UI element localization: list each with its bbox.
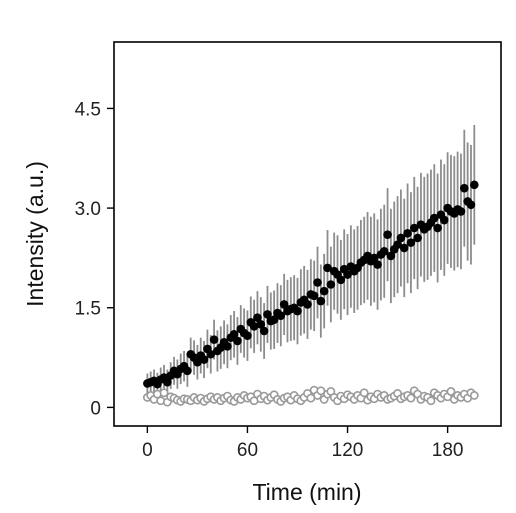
data-point-filled: [460, 183, 469, 193]
data-point-open: [446, 387, 456, 396]
data-point-filled: [470, 180, 479, 190]
data-point-filled: [369, 253, 379, 263]
data-point-open: [159, 388, 169, 398]
data-point-filled: [399, 243, 409, 253]
series-open-markers: [142, 385, 479, 407]
data-point-filled: [259, 326, 269, 336]
data-point-filled: [413, 233, 422, 243]
series-filled-markers: [143, 180, 479, 389]
data-point-filled: [249, 322, 259, 331]
data-point-filled: [193, 357, 202, 367]
x-axis-title: Time (min): [252, 479, 361, 505]
data-point-filled: [233, 336, 242, 346]
data-point-filled: [253, 313, 262, 323]
data-point-filled: [409, 223, 419, 233]
data-point-filled: [256, 320, 266, 329]
data-point-open: [469, 391, 479, 400]
y-axis-title: Intensity (a.u.): [22, 161, 48, 307]
y-tick-label: 4.5: [75, 99, 101, 120]
plot-frame: [113, 41, 502, 427]
y-ticks: 0 1.5 3.0 4.5: [75, 99, 114, 419]
x-tick-label: 60: [237, 440, 258, 461]
data-point-filled: [293, 306, 302, 316]
data-point-filled: [406, 238, 416, 247]
x-tick-label: 180: [432, 440, 464, 461]
data-point-filled: [326, 280, 336, 289]
data-point-filled: [309, 291, 319, 301]
data-point-filled: [279, 300, 289, 309]
data-point-filled: [199, 355, 209, 364]
data-point-filled: [319, 286, 329, 296]
y-tick-label: 3.0: [75, 199, 101, 220]
data-point-open: [316, 386, 326, 396]
data-point-filled: [343, 270, 352, 279]
data-point-filled: [269, 315, 279, 325]
data-point-filled: [263, 310, 272, 319]
data-point-filled: [209, 335, 219, 344]
data-point-filled: [336, 275, 346, 285]
data-point-filled: [383, 230, 392, 239]
data-point-filled: [456, 207, 466, 216]
data-point-filled: [316, 296, 326, 306]
data-point-filled: [439, 215, 449, 225]
data-point-open: [359, 388, 369, 398]
x-tick-label: 120: [332, 440, 364, 461]
data-point-filled: [433, 223, 442, 233]
data-point-filled: [243, 331, 252, 340]
data-point-filled: [429, 213, 439, 223]
data-point-filled: [229, 330, 239, 339]
data-point-filled: [379, 246, 389, 256]
data-point-filled: [183, 366, 192, 376]
y-tick-label: 0: [90, 398, 101, 419]
data-point-filled: [323, 263, 332, 273]
data-point-filled: [386, 251, 396, 261]
data-point-open: [426, 396, 436, 406]
y-tick-label: 1.5: [75, 299, 101, 320]
data-point-filled: [163, 377, 172, 387]
data-point-filled: [313, 278, 322, 287]
x-ticks: 0 60 120 180: [142, 426, 463, 461]
data-point-open: [406, 393, 416, 403]
data-point-filled: [466, 200, 476, 210]
x-tick-label: 0: [142, 440, 153, 461]
data-point-filled: [396, 233, 406, 243]
data-point-filled: [223, 341, 232, 351]
data-point-filled: [206, 349, 216, 359]
data-point-filled: [393, 240, 402, 249]
data-point-filled: [403, 229, 412, 238]
data-point-filled: [303, 300, 312, 309]
data-point-filled: [276, 311, 286, 321]
data-point-filled: [373, 260, 382, 269]
